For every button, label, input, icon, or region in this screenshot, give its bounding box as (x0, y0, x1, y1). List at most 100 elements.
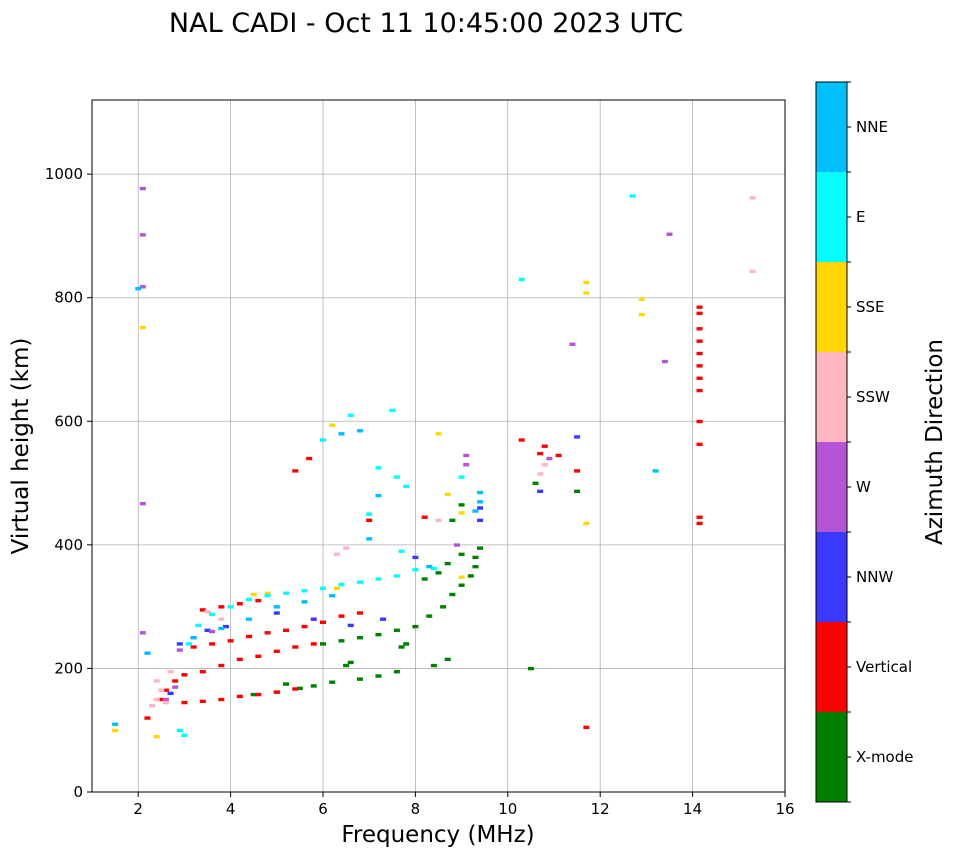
data-point (403, 484, 410, 489)
data-point (199, 608, 206, 612)
data-point (204, 610, 211, 614)
data-point (153, 734, 160, 739)
data-point (458, 575, 465, 579)
x-tick-label: 8 (411, 800, 421, 818)
data-point (301, 589, 308, 593)
x-tick-label: 2 (133, 800, 143, 818)
data-point (139, 285, 146, 289)
data-point (306, 456, 313, 461)
series-ssw (149, 196, 756, 708)
data-point (333, 552, 340, 557)
series-x-mode (250, 481, 581, 697)
y-axis-label: Virtual height (km) (8, 338, 34, 555)
data-point (190, 636, 197, 640)
chart-title: NAL CADI - Oct 11 10:45:00 2023 UTC (169, 8, 683, 39)
data-point (574, 489, 581, 494)
plot-frame (91, 99, 786, 793)
y-tick-label: 1000 (45, 165, 83, 183)
data-point (162, 688, 169, 692)
data-point (236, 602, 243, 606)
data-point (218, 663, 225, 668)
data-point (227, 605, 234, 609)
data-point (181, 700, 188, 705)
data-point (696, 327, 703, 331)
series-nne (112, 286, 659, 726)
data-point (343, 546, 350, 550)
data-point (283, 628, 290, 633)
data-point (329, 423, 336, 427)
data-point (222, 624, 229, 629)
data-point (652, 469, 659, 473)
data-point (135, 286, 142, 291)
data-point (144, 651, 151, 655)
data-point (398, 549, 405, 553)
data-point (393, 670, 400, 674)
colorbar-segment (816, 622, 847, 712)
data-point (444, 492, 451, 497)
data-point (176, 728, 183, 733)
colorbar: X-mode Vertical NNW W SSW SSE E NNE (815, 81, 913, 803)
data-point (638, 312, 645, 317)
data-point (444, 657, 451, 662)
data-point (149, 704, 156, 708)
data-point (366, 537, 373, 541)
colorbar-tick-label: Vertical (856, 658, 912, 676)
data-point (283, 591, 290, 595)
data-point (246, 597, 253, 602)
data-point (629, 194, 636, 198)
data-point (366, 518, 373, 523)
data-point (541, 463, 548, 467)
data-point (273, 690, 280, 694)
data-point (421, 515, 428, 519)
data-point (338, 639, 345, 643)
data-point (255, 692, 262, 697)
data-point (181, 673, 188, 677)
data-point (320, 620, 326, 624)
data-point (195, 623, 202, 628)
data-point (541, 444, 548, 448)
data-point (583, 725, 590, 730)
data-point (537, 472, 544, 476)
data-point (537, 489, 544, 494)
data-point (181, 733, 188, 738)
data-point (477, 518, 484, 523)
data-point (430, 566, 437, 571)
data-point (218, 697, 225, 702)
data-point (144, 716, 151, 720)
data-point (296, 686, 303, 691)
colorbar-tick-label: W (856, 478, 871, 496)
series-vertical (144, 305, 703, 730)
data-point (236, 657, 243, 662)
data-point (393, 475, 400, 479)
data-point (139, 186, 146, 191)
data-point (246, 617, 253, 621)
data-point (458, 503, 465, 507)
data-point (749, 269, 756, 274)
x-tick-label: 12 (591, 800, 610, 818)
y-tick-label: 800 (54, 289, 83, 307)
data-point (292, 645, 299, 649)
data-point (356, 677, 363, 681)
data-point (209, 612, 216, 616)
data-point (574, 469, 581, 473)
colorbar-label: Azimuth Direction (922, 339, 948, 545)
data-point (537, 451, 544, 456)
data-marks (112, 186, 756, 739)
data-point (227, 639, 234, 643)
data-point (218, 626, 225, 631)
x-axis-ticks: 2 4 6 8 10 12 14 16 (133, 792, 795, 818)
x-tick-label: 6 (318, 800, 328, 818)
y-tick-label: 200 (54, 659, 83, 677)
data-point (218, 617, 225, 621)
data-point (139, 233, 146, 237)
data-point (421, 577, 428, 581)
data-point (366, 512, 373, 516)
data-point (518, 438, 525, 442)
data-point (162, 697, 169, 702)
data-point (393, 628, 400, 633)
data-point (574, 435, 581, 439)
data-point (696, 339, 703, 343)
data-point (583, 291, 590, 295)
